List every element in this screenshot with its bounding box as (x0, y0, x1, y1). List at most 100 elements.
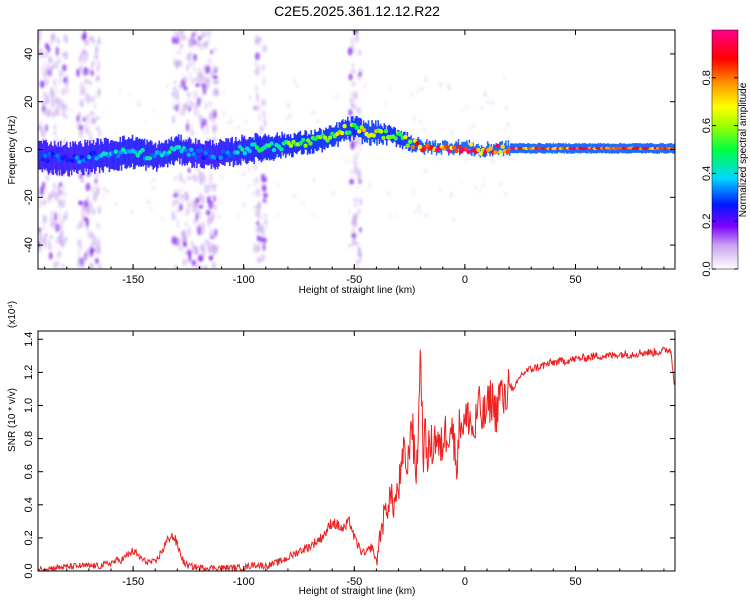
noise-blob (262, 192, 268, 199)
noise-blob (188, 96, 191, 103)
noise-blob (64, 55, 68, 60)
noise-blob (255, 225, 260, 234)
noise-blob (85, 51, 89, 61)
track-band (244, 139, 247, 163)
noise-blob (179, 42, 184, 50)
noise-blob (63, 35, 69, 44)
track-peak (254, 145, 260, 150)
noise-blob (199, 177, 204, 185)
noise-blob (350, 69, 356, 74)
track-peak (242, 151, 247, 156)
track-band (96, 138, 98, 167)
track-band (147, 142, 150, 168)
snr-scale-label: (x10⁴) (7, 301, 18, 328)
noise-blob (48, 252, 53, 260)
noise-blob (255, 188, 261, 198)
noise-blob (96, 222, 101, 230)
noise-blob (38, 189, 42, 196)
noise-blob (179, 187, 183, 193)
track-band (176, 137, 179, 162)
track-band (136, 137, 139, 165)
noise-blob (424, 212, 429, 219)
noise-blob (195, 82, 200, 88)
noise-blob (38, 198, 42, 209)
noise-blob (77, 115, 82, 121)
track-band (429, 141, 432, 151)
track-band (398, 130, 400, 145)
noise-blob (62, 64, 67, 72)
track-band (184, 141, 186, 166)
noise-blob (83, 256, 89, 261)
track-band (486, 141, 489, 151)
track-peak (354, 125, 359, 130)
noise-blob (483, 176, 486, 181)
track-band (413, 138, 416, 152)
noise-blob (216, 78, 220, 85)
noise-blob (203, 264, 208, 269)
noise-blob (503, 75, 506, 80)
noise-blob (184, 221, 189, 227)
track-band (440, 145, 443, 155)
noise-blob (43, 187, 46, 194)
track-band (157, 144, 159, 169)
noise-blob (186, 63, 189, 72)
x-tick-label: -100 (233, 274, 255, 286)
noise-blob (352, 155, 358, 164)
noise-blob (208, 181, 213, 190)
noise-blob (237, 125, 241, 130)
noise-blob (195, 247, 200, 256)
track-band (100, 138, 102, 168)
noise-blob (161, 216, 164, 222)
track-peak (378, 129, 384, 134)
track-band (497, 145, 500, 156)
noise-blob (45, 175, 49, 180)
track-band (432, 140, 434, 151)
noise-blob (83, 37, 88, 46)
noise-blob (263, 118, 267, 126)
noise-blob (315, 119, 320, 124)
noise-blob (92, 234, 96, 239)
x-tick-label: 50 (569, 274, 581, 286)
noise-blob (247, 183, 251, 189)
noise-blob (39, 80, 45, 89)
track-band (219, 139, 221, 163)
y-tick-label: 1.2 (23, 365, 35, 380)
y-tick-label: 0 (23, 146, 35, 152)
noise-blob (387, 191, 391, 196)
track-peak (77, 159, 82, 164)
noise-blob (63, 77, 67, 83)
noise-blob (78, 128, 84, 139)
track-peak (91, 150, 97, 155)
noise-blob (351, 62, 355, 68)
noise-blob (200, 195, 205, 205)
noise-blob (504, 192, 507, 197)
track-band (85, 142, 87, 172)
noise-blob (77, 239, 82, 246)
noise-blob (177, 59, 182, 66)
noise-blob (288, 112, 292, 120)
noise-blob (346, 138, 350, 146)
noise-blob (94, 177, 98, 184)
noise-blob (57, 218, 61, 224)
track-band (69, 141, 72, 171)
track-band (302, 135, 304, 155)
track-peak (189, 147, 194, 152)
track-band (495, 143, 497, 153)
noise-blob (92, 240, 98, 246)
x-tick-label: 50 (569, 576, 581, 588)
track-peak (269, 141, 274, 146)
noise-blob (357, 49, 362, 56)
track-peak (235, 150, 240, 155)
noise-blob (51, 65, 54, 70)
track-band (303, 134, 305, 154)
track-band (455, 141, 457, 151)
noise-blob (102, 186, 106, 192)
noise-blob (295, 84, 299, 88)
noise-blob (58, 70, 64, 78)
noise-blob (76, 224, 80, 230)
track-band (134, 140, 136, 169)
track-band (344, 119, 347, 139)
track-peak (220, 149, 226, 154)
noise-blob (351, 233, 357, 239)
noise-blob (410, 91, 413, 98)
